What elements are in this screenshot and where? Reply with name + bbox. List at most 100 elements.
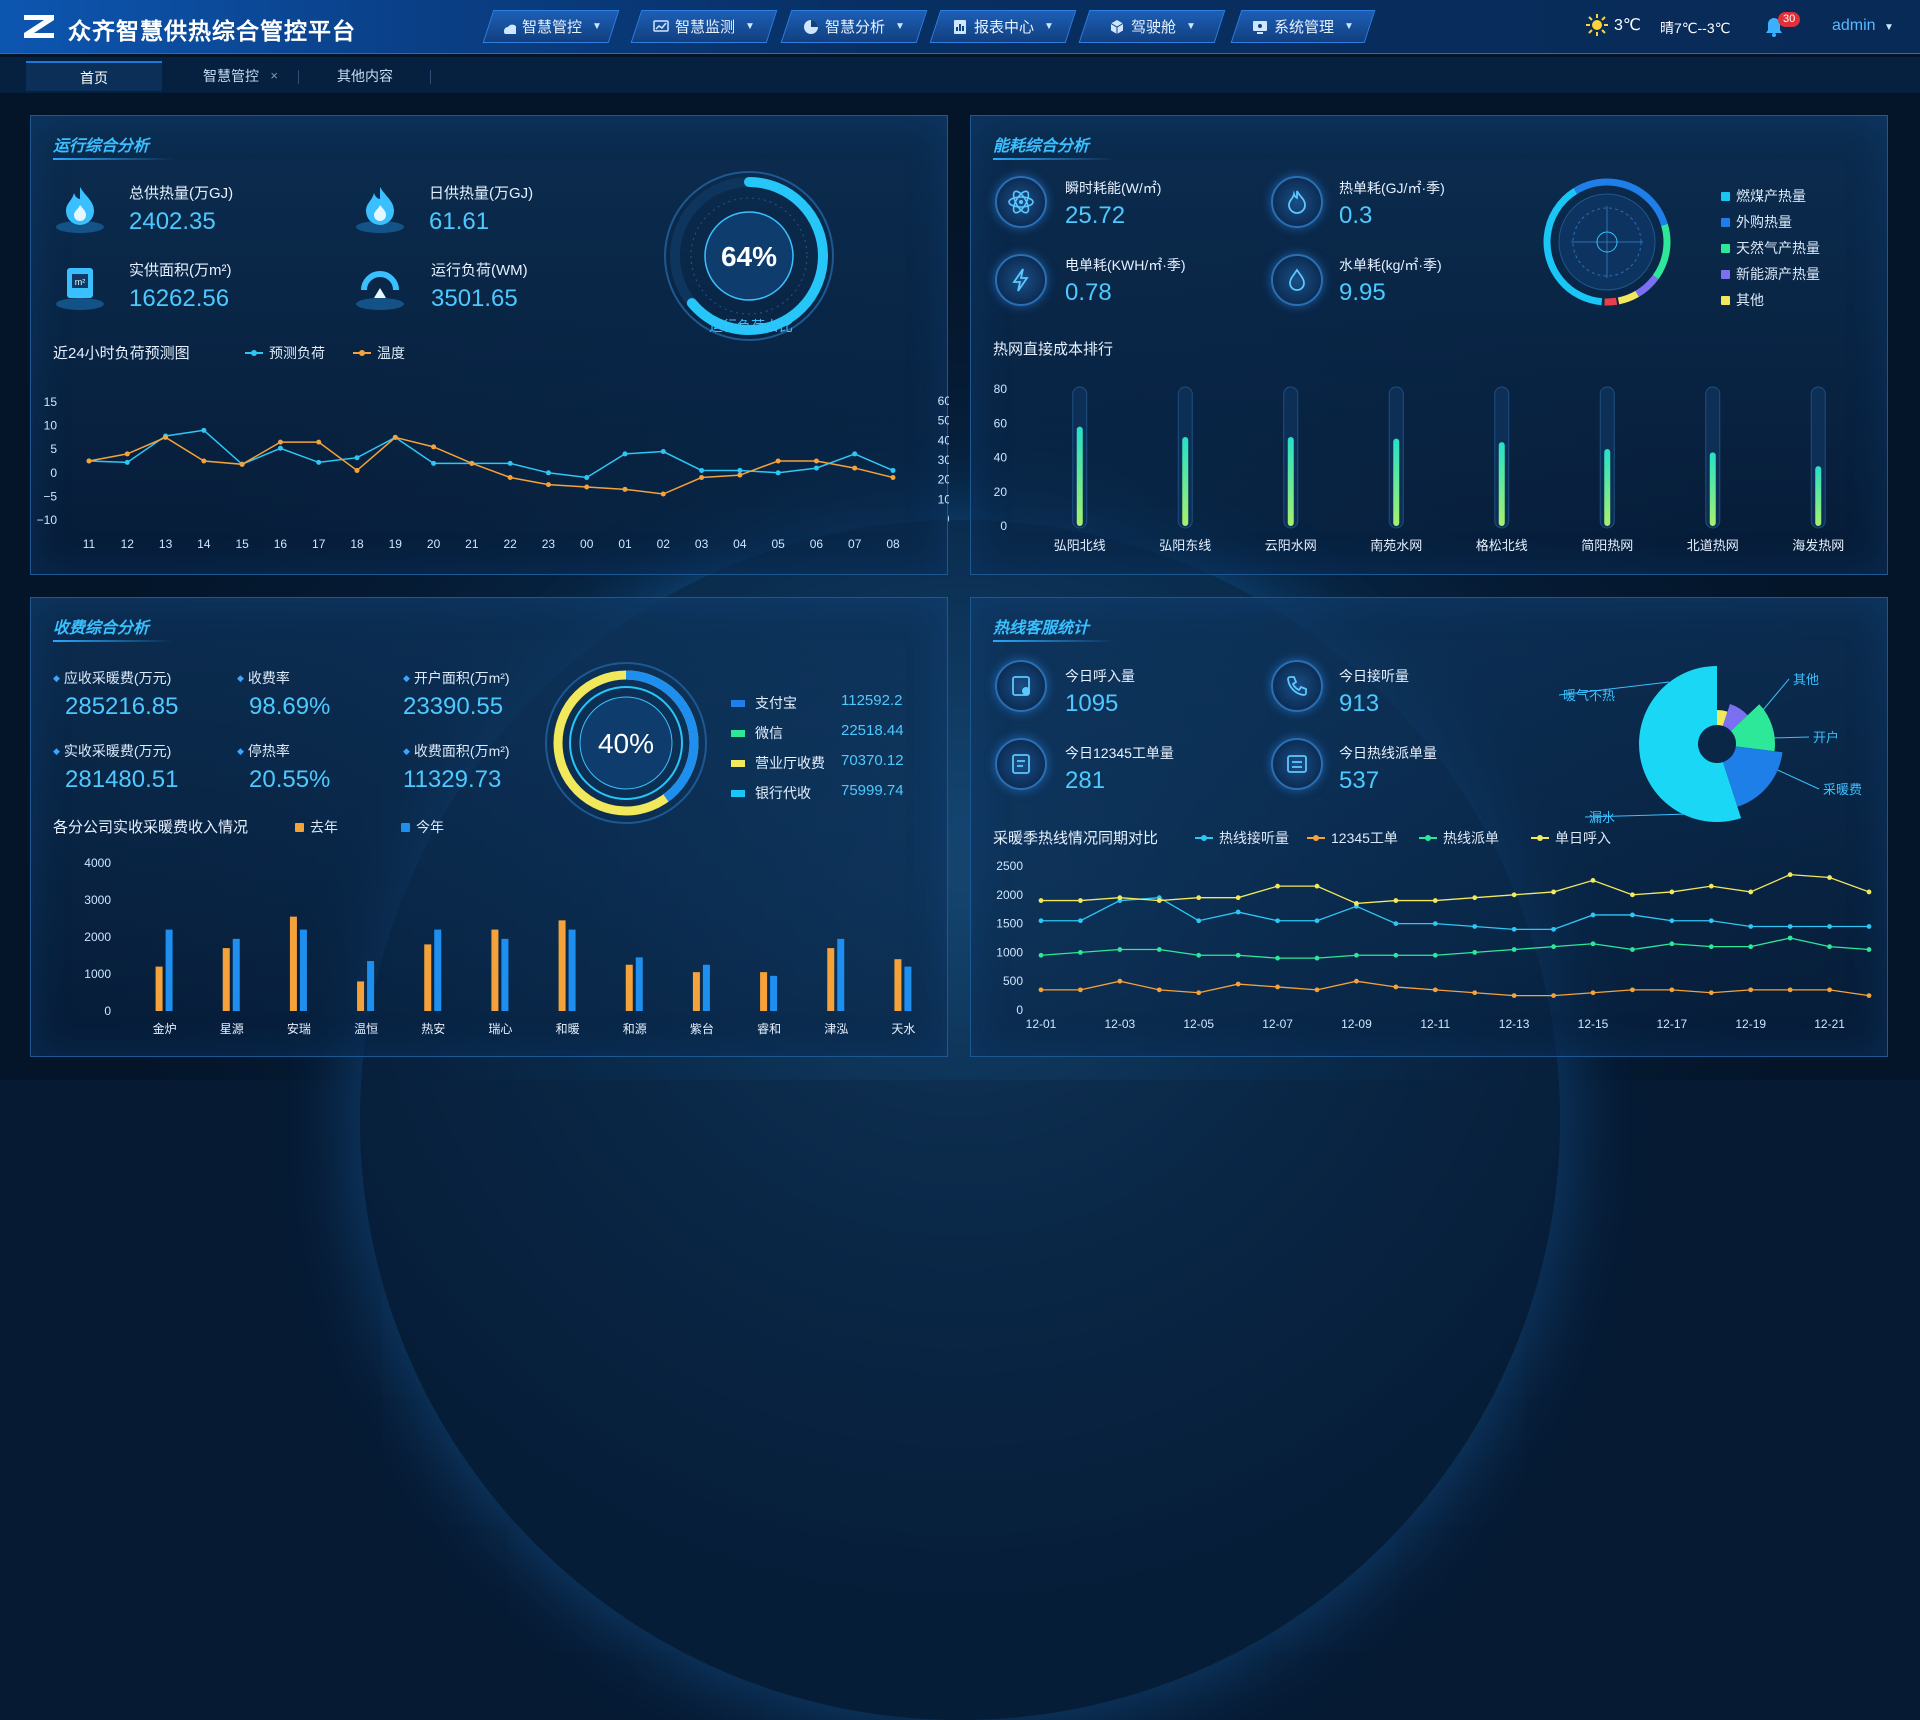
bar [904,966,912,1011]
nav-menu-1[interactable]: 智慧管控 ▼ [482,10,620,43]
metric-label: 收费率 [237,668,290,688]
data-point [1078,898,1083,903]
metric-value: 61.61 [429,208,490,235]
x-tick-label: 12-21 [1814,1017,1845,1031]
y-tick-label: 1000 [84,967,111,981]
data-point [737,467,743,473]
series-line [88,436,894,495]
tab-other[interactable]: 其他内容 [330,61,400,91]
nav-menu-5[interactable]: 驾驶舱 ▼ [1078,10,1226,43]
legend-swatch [1721,191,1730,201]
y-tick-label: 5 [50,442,57,456]
metric-value: 2402.35 [129,208,216,235]
nav-content: 智慧监测 ▼ [653,16,755,37]
legend-label: 热线派单 [1443,830,1499,846]
x-tick-label: 12-01 [1026,1017,1057,1031]
bar [827,948,835,1011]
bar [625,964,633,1011]
data-point [775,470,781,476]
data-point [622,451,628,457]
x-tick-label: 南苑水网 [1370,538,1422,553]
payment-label: 银行代收 [755,785,811,801]
data-point [1432,898,1438,903]
payment-row: 微信 [731,723,783,743]
bar [367,961,375,1011]
x-tick-label: 12-15 [1578,1017,1609,1031]
data-point [1827,987,1832,993]
y2-tick-label: 4000 [938,433,949,447]
bar [232,938,240,1011]
bar [424,944,432,1011]
user-menu[interactable]: admin ▼ [1832,17,1894,35]
data-point [124,459,130,465]
y-tick-label: 2500 [996,859,1023,873]
legend-swatch [401,822,410,832]
report-icon [954,19,967,34]
x-tick-label: 14 [197,537,211,551]
y-tick-label: 3000 [84,893,111,907]
close-icon[interactable]: × [270,68,278,83]
chart-monitor-icon [653,19,669,32]
nav-menu-2[interactable]: 智慧监测 ▼ [630,10,778,43]
data-point [1432,921,1438,926]
y2-tick-label: 1000 [938,492,949,506]
x-tick-label: 20 [427,537,441,551]
data-point [1196,895,1202,901]
data-point [1354,952,1359,958]
x-tick-label: 16 [274,537,288,551]
x-tick-label: 12-03 [1105,1017,1136,1031]
y-tick-label: 40 [994,451,1008,465]
panel-title: 能耗综合分析 [993,138,1090,155]
gauge-value: 64% [721,241,777,272]
legend-item: 温度 [353,343,405,363]
tab-label: 智慧管控 [203,68,259,84]
y-tick-label: 0 [1016,1003,1023,1017]
nav-menu-3[interactable]: 智慧分析 ▼ [780,10,928,43]
x-tick-label: 11 [83,537,96,551]
legend-item: 去年 [295,817,338,837]
nav-content: 智慧分析 ▼ [803,16,905,37]
bar [1709,452,1716,526]
nav-menu-4[interactable]: 报表中心 ▼ [929,10,1077,43]
metric-value: 913 [1339,690,1380,717]
data-point [354,467,360,473]
x-tick-label: 19 [389,537,403,551]
data-point [1275,984,1280,990]
data-point [1314,955,1320,961]
metric-value: 281480.51 [65,766,179,793]
legend-item: 天然气产热量 [1721,238,1820,258]
y-tick-label: 4000 [84,856,111,870]
data-point [1511,926,1517,932]
pie-hole [1700,727,1734,761]
load-forecast-chart: 151050−5−1060005000400030002000100001112… [37,394,949,551]
metric-value: 25.72 [1065,202,1126,229]
metric-value: 0.3 [1339,202,1373,229]
x-tick-label: 星源 [220,1022,244,1036]
bar [165,929,173,1011]
y2-tick-label: 2000 [938,473,949,487]
x-tick-label: 云阳水网 [1265,538,1317,553]
tab-smart-control[interactable]: 智慧管控 × [198,61,278,91]
fire-icon [1271,176,1323,228]
data-point [660,491,666,497]
x-tick-label: 13 [159,537,173,551]
data-point [1748,924,1754,929]
metric-label: 今日呼入量 [1065,668,1135,684]
chevron-down-icon: ▼ [592,21,602,32]
data-point [1708,883,1714,889]
pie-slice [1639,666,1742,822]
nav-label: 智慧监测 [675,19,736,36]
tab-home[interactable]: 首页 [26,61,162,91]
y-tick-label: −5 [43,489,57,503]
data-point [1196,918,1202,924]
y-tick-label: 10 [44,419,58,433]
metric-value: 281 [1065,767,1106,794]
nav-menu-6[interactable]: 系统管理 ▼ [1230,10,1376,43]
heat-source-ring [1543,178,1671,306]
ring-value: 40% [598,728,654,759]
metric-label: 热单耗(GJ/㎡·季) [1339,180,1445,196]
payment-row: 营业厅收费 [731,753,825,773]
chevron-down-icon: ▼ [745,21,755,32]
data-point [584,484,590,490]
data-point [852,451,858,457]
